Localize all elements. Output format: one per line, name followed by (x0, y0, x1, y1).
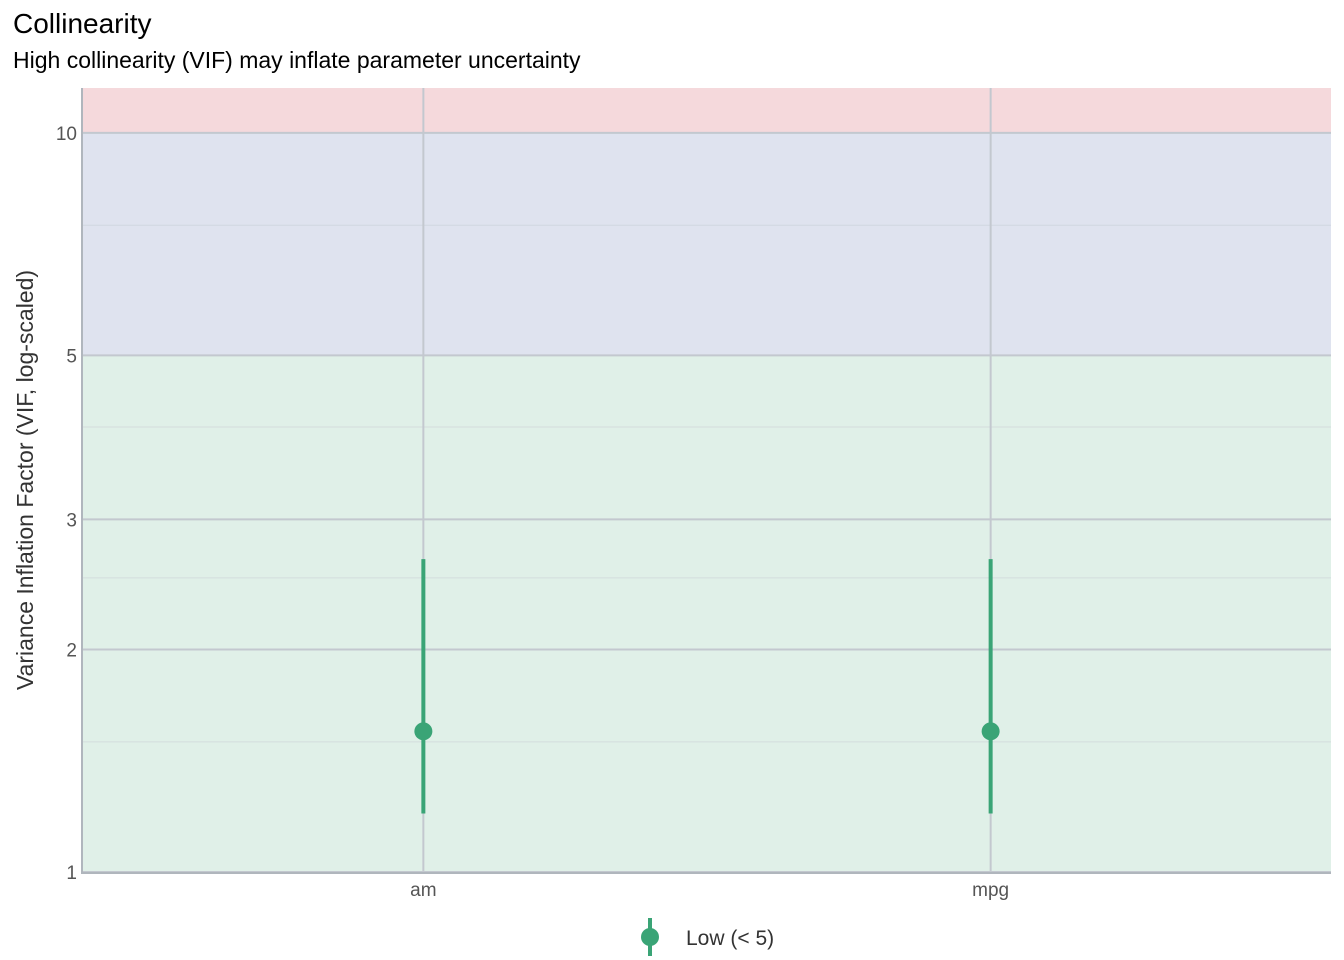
band-1 (83, 132, 1331, 356)
chart-title: Collinearity (13, 8, 152, 39)
y-tick-label: 3 (66, 510, 77, 531)
x-tick-label: mpg (972, 880, 1009, 901)
y-tick-label: 5 (66, 346, 77, 367)
vif-point (414, 722, 433, 741)
vif-point (981, 722, 1000, 741)
x-tick-label: am (410, 880, 436, 901)
axes: 1 2 3 5 10 am mpg (56, 88, 1331, 901)
chart-subtitle: High collinearity (VIF) may inflate para… (13, 47, 581, 73)
y-tick-label: 1 (66, 863, 77, 884)
band-2 (83, 88, 1331, 133)
band-0 (83, 355, 1331, 872)
legend-key-point (641, 928, 659, 946)
y-tick-label: 10 (56, 124, 77, 145)
y-tick-label: 2 (66, 640, 77, 661)
legend-label: Low (< 5) (686, 927, 774, 950)
risk-bands (83, 88, 1331, 872)
data-marks (414, 559, 1000, 814)
y-axis-label: Variance Inflation Factor (VIF, log-scal… (12, 270, 38, 690)
legend: Low (< 5) (641, 918, 774, 956)
